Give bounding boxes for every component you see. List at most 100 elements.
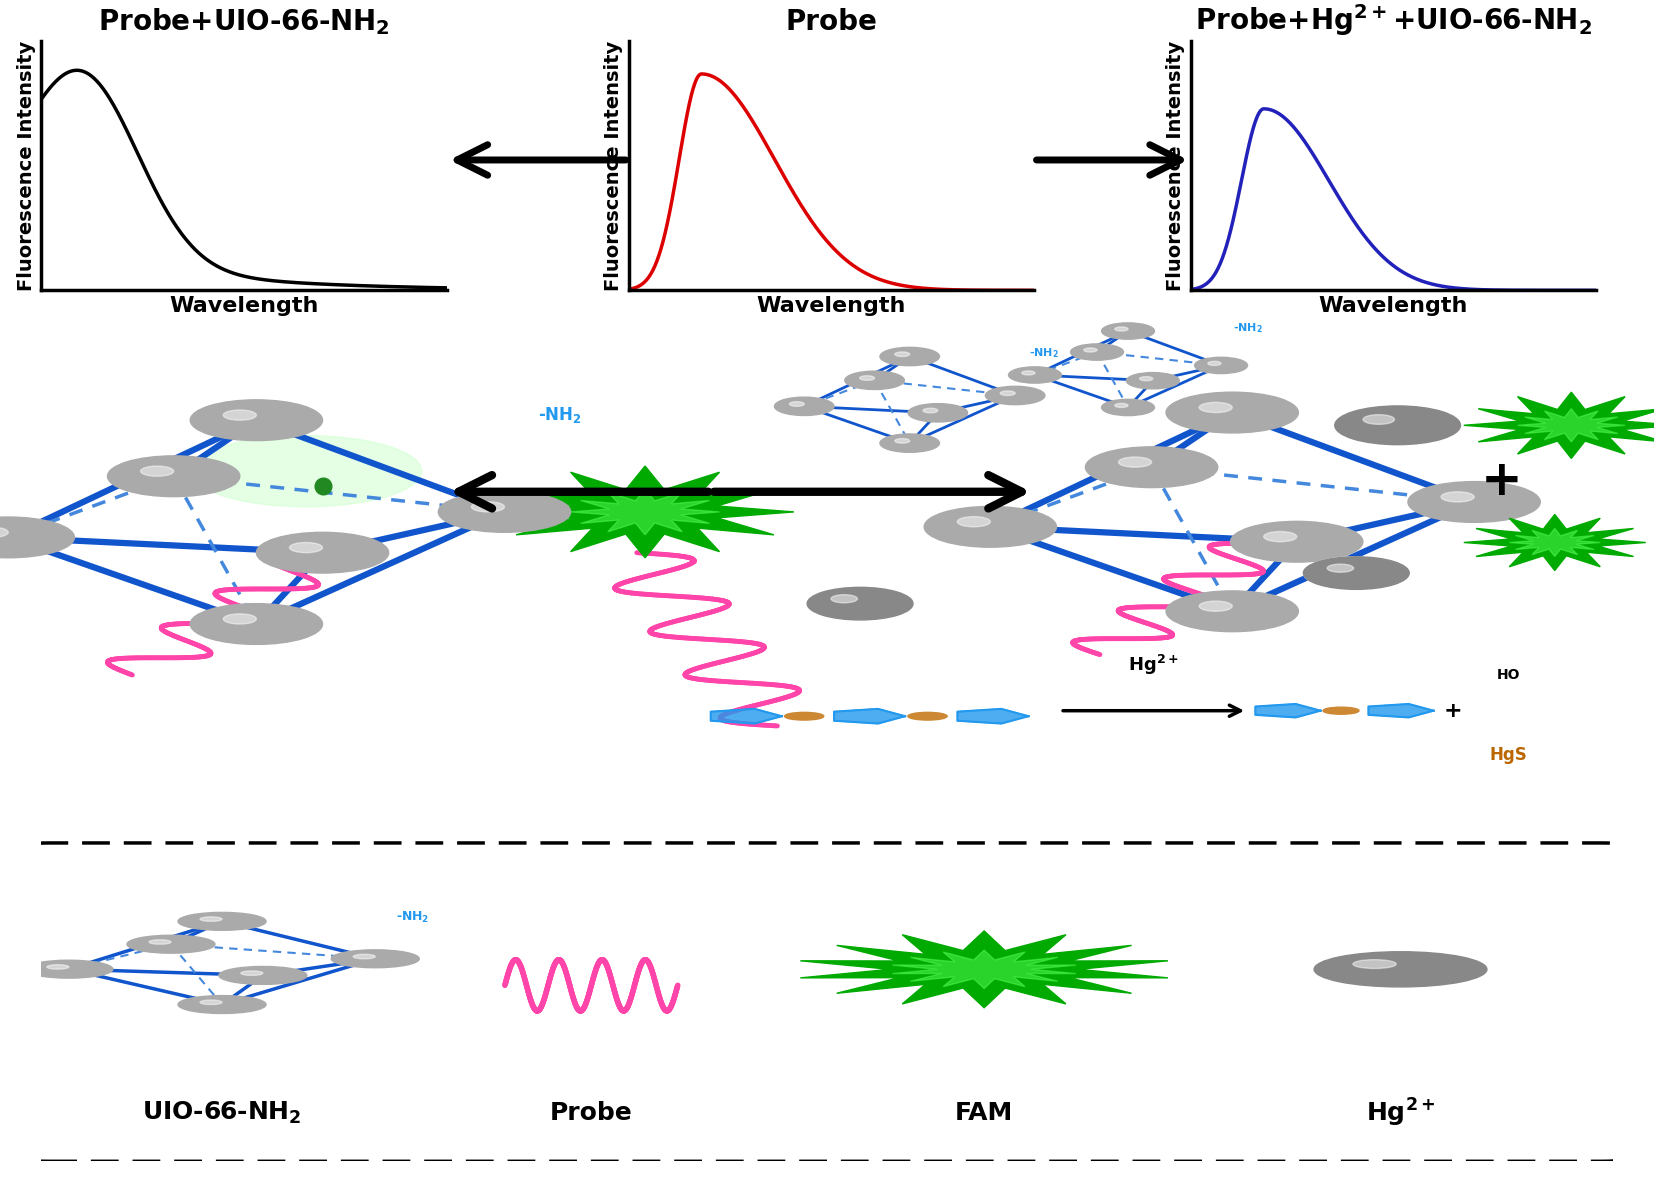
Circle shape [860,376,875,380]
Circle shape [895,352,910,357]
Polygon shape [834,709,905,724]
Circle shape [1313,952,1487,987]
Circle shape [1335,955,1472,982]
Polygon shape [958,709,1029,724]
FancyBboxPatch shape [18,843,1632,1161]
Circle shape [1115,403,1128,408]
Text: HO: HO [1497,668,1520,683]
Circle shape [880,434,939,453]
Circle shape [1393,419,1417,427]
Circle shape [1199,601,1232,611]
Circle shape [1378,416,1429,431]
Circle shape [108,456,240,497]
Circle shape [1340,565,1383,578]
Circle shape [895,438,910,443]
Circle shape [149,940,170,944]
Polygon shape [1255,704,1320,717]
Text: UIO-66-NH$_2$: UIO-66-NH$_2$ [142,1100,301,1127]
Circle shape [1009,367,1062,383]
Text: -NH$_2$: -NH$_2$ [538,405,581,425]
Circle shape [845,371,905,390]
Text: +: + [1444,700,1462,720]
Circle shape [784,712,824,720]
Polygon shape [1518,409,1624,442]
Text: HgS: HgS [1490,747,1528,764]
Circle shape [807,588,913,620]
Circle shape [1363,412,1439,436]
Circle shape [1394,963,1427,971]
Polygon shape [1508,529,1601,557]
Circle shape [190,399,323,441]
Circle shape [1351,568,1373,575]
Circle shape [986,386,1045,404]
Circle shape [1353,960,1396,968]
Polygon shape [1464,514,1646,570]
Circle shape [331,950,418,968]
Circle shape [1350,409,1451,440]
Circle shape [908,404,968,422]
Polygon shape [496,466,794,558]
Circle shape [179,912,266,930]
Circle shape [1231,521,1363,562]
Circle shape [1102,399,1154,416]
Circle shape [1328,563,1391,582]
Circle shape [1102,322,1154,339]
Circle shape [855,598,877,606]
Circle shape [1303,557,1409,589]
Circle shape [438,492,571,532]
Circle shape [1313,952,1487,987]
Circle shape [1085,447,1217,487]
Circle shape [830,595,857,603]
Text: +: + [1480,457,1523,505]
Circle shape [190,603,323,645]
Title: Probe: Probe [786,8,877,37]
Circle shape [127,935,215,953]
X-axis label: Wavelength: Wavelength [756,296,906,316]
Circle shape [256,532,389,574]
Circle shape [289,543,323,552]
Circle shape [1166,591,1298,632]
Circle shape [241,971,263,975]
Circle shape [1303,557,1409,589]
Circle shape [218,967,308,985]
Circle shape [1118,457,1151,467]
Circle shape [1207,361,1221,365]
Polygon shape [801,931,1168,1007]
Circle shape [774,397,834,416]
Circle shape [1315,559,1401,585]
Y-axis label: Fluorescence Intensity: Fluorescence Intensity [604,40,624,292]
Polygon shape [1368,704,1434,717]
Circle shape [1363,415,1394,424]
Text: -NH$_2$: -NH$_2$ [1029,346,1059,360]
Circle shape [844,596,887,609]
Circle shape [1166,392,1298,433]
Circle shape [958,517,991,527]
Polygon shape [711,709,782,724]
Polygon shape [571,489,719,534]
Circle shape [789,402,804,406]
Circle shape [1335,406,1460,444]
Text: -NH$_2$: -NH$_2$ [395,910,428,925]
Circle shape [819,590,905,616]
Circle shape [1070,344,1123,360]
Circle shape [1441,492,1474,502]
Circle shape [1264,532,1297,542]
Circle shape [1001,391,1016,396]
Circle shape [354,954,375,959]
Text: Probe: Probe [549,1101,633,1126]
Circle shape [1022,371,1035,374]
Circle shape [200,917,222,922]
Circle shape [1083,348,1097,352]
Circle shape [807,588,913,620]
Circle shape [1374,961,1442,975]
Circle shape [1199,403,1232,412]
Circle shape [880,347,939,366]
Circle shape [25,960,112,978]
Text: Hg$^{2+}$: Hg$^{2+}$ [1128,653,1179,677]
Circle shape [46,965,69,969]
Polygon shape [1464,392,1654,459]
Polygon shape [892,950,1077,988]
Circle shape [179,995,266,1013]
X-axis label: Wavelength: Wavelength [1318,296,1469,316]
Circle shape [1335,406,1460,444]
